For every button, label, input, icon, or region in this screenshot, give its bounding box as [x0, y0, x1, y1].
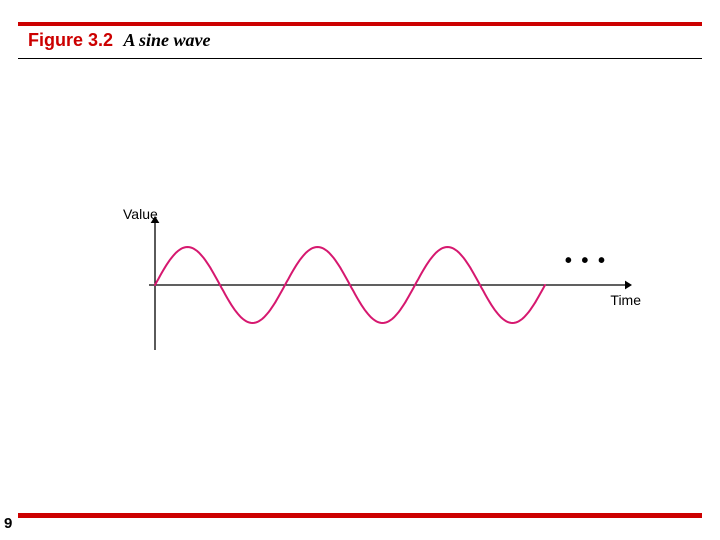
chart-svg	[115, 210, 635, 360]
figure-title: Figure 3.2 A sine wave	[28, 30, 211, 51]
x-axis-label: Time	[610, 292, 641, 308]
figure-number: Figure 3.2	[28, 30, 113, 50]
ellipsis-icon: • • •	[565, 250, 607, 273]
sine-chart: Value Time • • •	[115, 210, 635, 360]
title-underline	[18, 58, 702, 59]
y-axis-label: Value	[123, 206, 158, 222]
figure-caption: A sine wave	[124, 30, 211, 50]
bottom-red-rule	[18, 513, 702, 518]
top-red-rule	[18, 22, 702, 26]
page-number: 9	[4, 515, 12, 532]
